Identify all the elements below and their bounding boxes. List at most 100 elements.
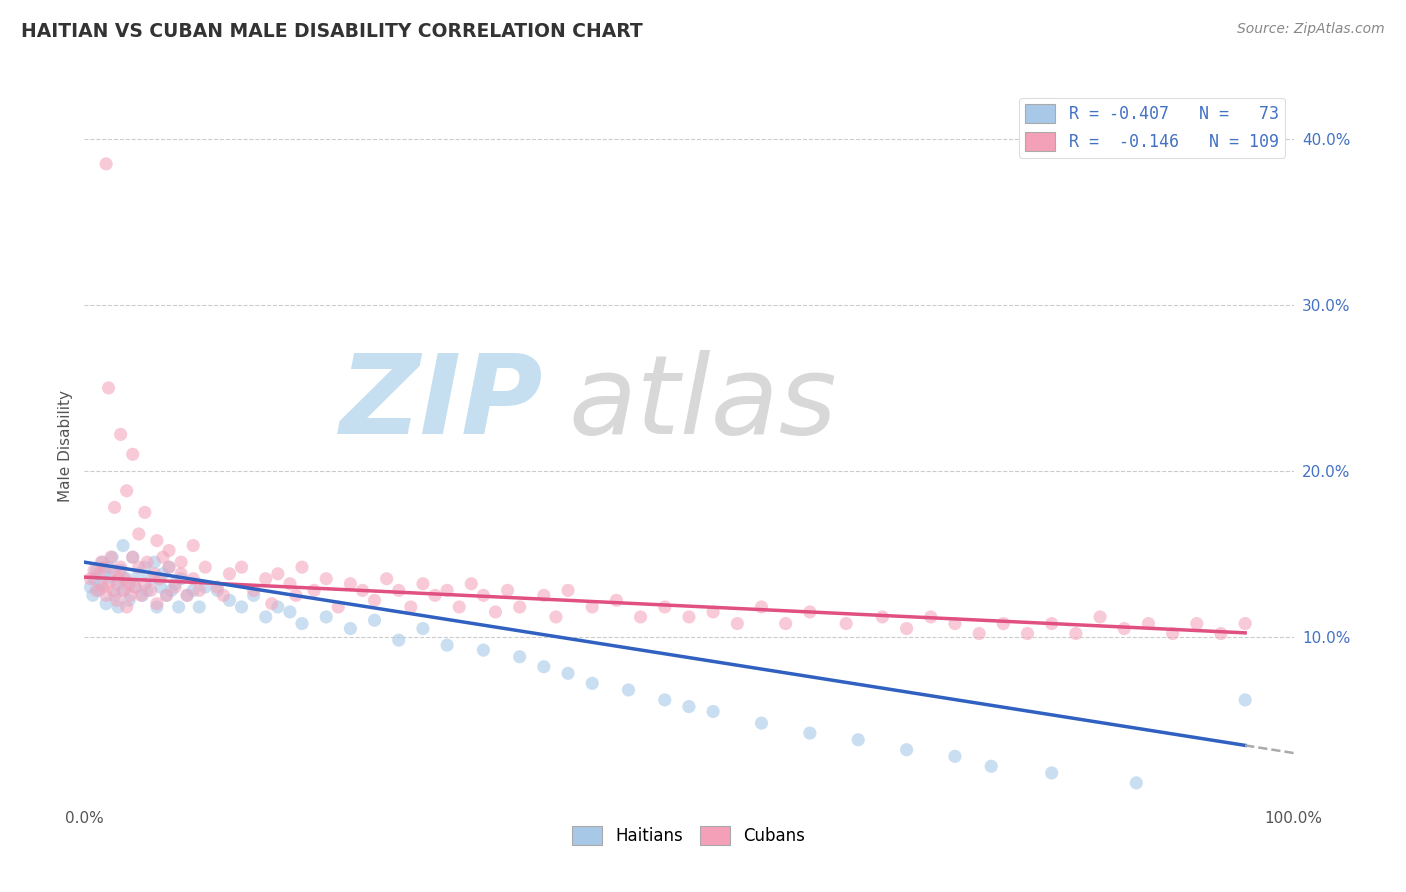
Point xyxy=(134,576,156,591)
Point xyxy=(129,588,152,602)
Point xyxy=(194,580,217,594)
Point xyxy=(315,610,337,624)
Point xyxy=(725,616,748,631)
Point xyxy=(388,583,411,598)
Point xyxy=(654,599,676,614)
Point xyxy=(181,539,204,553)
Point xyxy=(412,576,434,591)
Point xyxy=(124,580,146,594)
Point xyxy=(315,572,337,586)
Point xyxy=(128,527,150,541)
Point xyxy=(91,580,114,594)
Point xyxy=(79,572,101,586)
Point xyxy=(363,593,385,607)
Point xyxy=(104,500,127,515)
Point xyxy=(484,605,506,619)
Point xyxy=(170,566,193,581)
Point xyxy=(751,716,773,731)
Point xyxy=(87,566,110,581)
Point xyxy=(97,381,120,395)
Point xyxy=(605,593,627,607)
Point xyxy=(388,633,411,648)
Point xyxy=(678,610,700,624)
Point xyxy=(254,572,277,586)
Point xyxy=(1161,626,1184,640)
Point xyxy=(328,599,350,614)
Point xyxy=(139,572,162,586)
Point xyxy=(112,539,135,553)
Point xyxy=(1040,766,1063,780)
Point xyxy=(557,583,579,598)
Text: Source: ZipAtlas.com: Source: ZipAtlas.com xyxy=(1237,22,1385,37)
Point xyxy=(90,576,112,591)
Point xyxy=(97,576,120,591)
Point xyxy=(896,622,918,636)
Point xyxy=(110,564,132,578)
Point xyxy=(110,560,132,574)
Point xyxy=(702,705,724,719)
Point xyxy=(533,659,555,673)
Point xyxy=(121,447,143,461)
Point xyxy=(157,560,180,574)
Point xyxy=(146,597,169,611)
Point xyxy=(104,564,127,578)
Point xyxy=(121,550,143,565)
Point xyxy=(509,599,531,614)
Point xyxy=(278,576,301,591)
Point xyxy=(188,583,211,598)
Point xyxy=(101,550,124,565)
Point xyxy=(509,649,531,664)
Point xyxy=(617,682,640,697)
Point xyxy=(412,622,434,636)
Point xyxy=(231,560,253,574)
Point xyxy=(291,560,314,574)
Point xyxy=(165,580,187,594)
Point xyxy=(375,572,398,586)
Point xyxy=(557,666,579,681)
Point xyxy=(176,588,198,602)
Point xyxy=(1017,626,1039,640)
Point xyxy=(157,543,180,558)
Point xyxy=(91,555,114,569)
Point xyxy=(121,550,143,565)
Point xyxy=(112,583,135,598)
Point xyxy=(363,613,385,627)
Point xyxy=(118,593,141,607)
Point xyxy=(139,583,162,598)
Point xyxy=(124,580,146,594)
Point xyxy=(678,699,700,714)
Point xyxy=(339,622,361,636)
Point xyxy=(79,580,101,594)
Point xyxy=(581,676,603,690)
Point xyxy=(242,583,264,598)
Point xyxy=(967,626,990,640)
Point xyxy=(260,597,283,611)
Point xyxy=(1040,616,1063,631)
Point xyxy=(1234,616,1257,631)
Point xyxy=(799,726,821,740)
Point xyxy=(97,560,120,574)
Point xyxy=(176,588,198,602)
Point xyxy=(352,583,374,598)
Point xyxy=(654,693,676,707)
Point xyxy=(112,583,135,598)
Point xyxy=(82,588,104,602)
Point xyxy=(472,643,495,657)
Point xyxy=(291,616,314,631)
Point xyxy=(110,427,132,442)
Point xyxy=(149,580,172,594)
Legend: Haitians, Cubans: Haitians, Cubans xyxy=(565,819,813,852)
Point xyxy=(533,588,555,602)
Point xyxy=(775,616,797,631)
Point xyxy=(104,588,127,602)
Point xyxy=(188,599,211,614)
Point xyxy=(128,566,150,581)
Point xyxy=(83,564,105,578)
Point xyxy=(943,616,966,631)
Point xyxy=(1088,610,1111,624)
Point xyxy=(581,599,603,614)
Point xyxy=(134,560,156,574)
Point xyxy=(267,566,290,581)
Point xyxy=(170,555,193,569)
Point xyxy=(105,576,128,591)
